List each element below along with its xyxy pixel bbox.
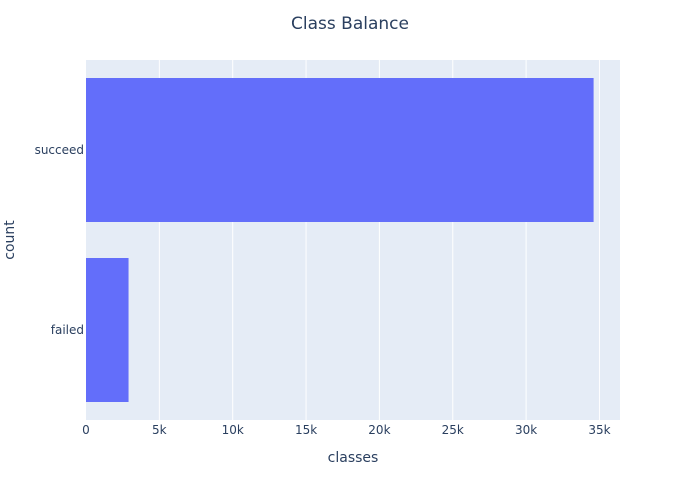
x-axis-title: classes xyxy=(328,450,379,466)
bar-failed xyxy=(86,258,129,402)
x-tick-label: 35k xyxy=(588,423,610,437)
x-tick-label: 0 xyxy=(82,423,90,437)
chart-title: Class Balance xyxy=(291,14,409,34)
bars xyxy=(86,78,594,402)
x-tick-label: 5k xyxy=(152,423,167,437)
x-tick-label: 20k xyxy=(368,423,390,437)
x-tick-label: 25k xyxy=(442,423,464,437)
y-tick-label: failed xyxy=(51,323,84,337)
bar-succeed xyxy=(86,78,594,222)
x-tick-label: 30k xyxy=(515,423,537,437)
x-tick-label: 15k xyxy=(295,423,317,437)
x-tick-labels: 0 5k 10k 15k 20k 25k 30k 35k xyxy=(82,423,610,437)
y-axis-title: count xyxy=(2,220,18,260)
y-tick-labels: failed succeed xyxy=(35,143,84,337)
x-tick-label: 10k xyxy=(222,423,244,437)
y-tick-label: succeed xyxy=(35,143,84,157)
